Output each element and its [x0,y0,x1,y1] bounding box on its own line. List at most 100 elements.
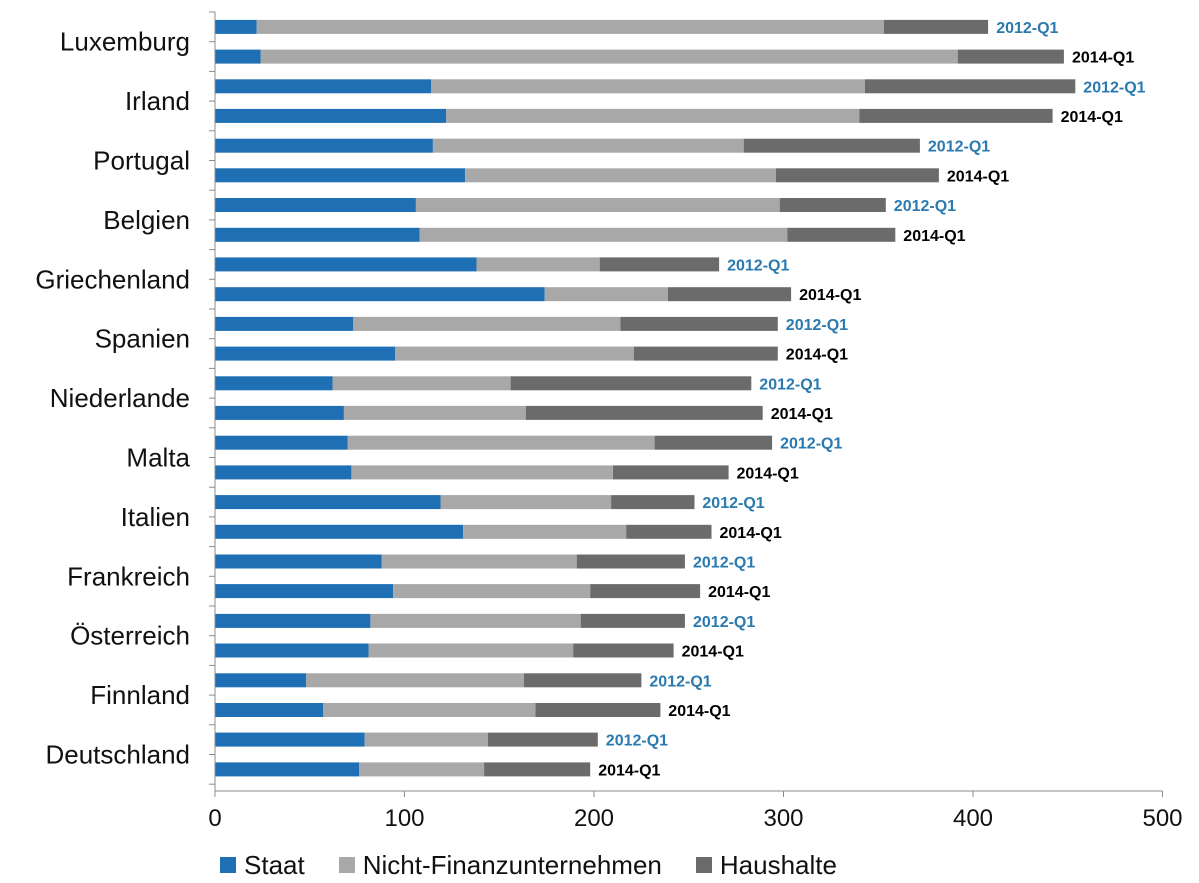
category-label: Spanien [95,324,190,354]
x-tick-label: 500 [1142,805,1182,832]
bar-segment [476,257,600,272]
legend-label-haushalte: Haushalte [719,849,837,880]
bar-segment [599,257,720,272]
x-tick-label: 0 [208,805,221,832]
bar-period-label: 2014-Q1 [1061,109,1123,126]
category-label: Irland [125,86,190,116]
bar-segment [332,376,511,391]
bar-segment [465,168,776,183]
bar-period-label: 2014-Q1 [720,525,782,542]
bar-segment [633,346,778,361]
bar-period-label: 2014-Q1 [947,168,1009,185]
legend-swatch-staat [220,857,236,873]
bar-segment [590,584,701,599]
bar-period-label: 2014-Q1 [708,584,770,601]
bar-period-label: 2012-Q1 [606,733,668,750]
bar-segment [775,168,939,183]
bar-period-label: 2012-Q1 [996,20,1058,37]
bar-segment [446,108,860,123]
category-label: Luxemburg [60,27,190,57]
x-tick-label: 300 [763,805,803,832]
bar-segment [626,524,712,539]
legend-swatch-nicht-finanzunternehmen [338,857,355,873]
bar-segment [580,613,685,628]
bar-segment [215,524,464,539]
bar-period-label: 2014-Q1 [786,347,848,364]
bar-segment [535,703,661,717]
bar-segment [393,584,591,599]
bar-segment [215,405,344,420]
bar-segment [370,613,581,628]
bar-period-label: 2014-Q1 [682,644,744,661]
bar-segment [215,316,354,331]
bar-segment [415,198,780,212]
legend-label-staat: Staat [244,849,305,880]
category-label: Italien [121,502,190,532]
bar-segment [260,49,958,64]
bar-segment [215,168,466,183]
bar-segment [787,227,896,242]
category-label: Belgien [103,205,190,235]
bar-segment [667,287,792,302]
bar-segment [215,227,420,242]
bar-segment [347,435,655,450]
category-label: Niederlande [50,383,190,413]
bar-segment [215,703,323,717]
bar-period-label: 2012-Q1 [727,257,789,274]
bar-segment [432,138,744,153]
bar-segment [256,19,884,34]
bar-segment [525,405,763,420]
bar-segment [323,703,536,717]
bar-period-label: 2012-Q1 [786,317,848,334]
category-label: Finnland [90,680,190,710]
bar-segment [381,554,577,569]
bar-segment [215,613,371,628]
bar-period-label: 2012-Q1 [693,555,755,572]
bar-segment [620,316,778,331]
bar-segment [215,554,382,569]
bar-segment [368,643,574,658]
bar-segment [215,643,369,658]
legend-label-nicht-finanzunternehmen: Nicht-Finanzunternehmen [362,849,662,880]
bar-segment [395,346,634,361]
bar-segment [215,673,306,688]
bar-period-label: 2014-Q1 [771,406,833,423]
bar-period-label: 2014-Q1 [668,703,730,720]
bar-period-label: 2014-Q1 [737,465,799,482]
category-label: Österreich [70,621,190,651]
bar-period-label: 2012-Q1 [702,495,764,512]
bar-segment [463,524,627,539]
bar-segment [487,732,598,747]
category-label: Portugal [93,146,190,176]
bar-segment [215,49,261,64]
bar-period-label: 2014-Q1 [1072,50,1134,67]
bar-segment [215,584,394,599]
legend-item-staat: Staat [220,850,305,881]
bar-segment [215,435,348,450]
bar-segment [865,79,1076,94]
bar-segment [215,465,352,480]
bar-segment [859,108,1053,123]
bar-period-label: 2012-Q1 [649,673,711,690]
bar-segment [215,346,395,361]
bar-period-label: 2012-Q1 [1083,79,1145,96]
category-label: Griechenland [35,264,190,294]
bar-segment [215,732,365,747]
bar-segment [576,554,685,569]
bar-segment [654,435,773,450]
bar-segment [957,49,1064,64]
bar-segment [883,19,989,34]
bar-segment [215,376,333,391]
bar-segment [215,495,441,510]
bar-segment [343,405,526,420]
bar-segment [364,732,488,747]
bar-segment [613,465,729,480]
bar-segment [215,19,257,34]
bar-segment [440,495,612,510]
bar-segment [510,376,752,391]
bar-segment [215,79,431,94]
bar-segment [431,79,865,94]
bar-period-label: 2014-Q1 [799,287,861,304]
x-tick-label: 200 [574,805,614,832]
bar-period-label: 2012-Q1 [780,436,842,453]
